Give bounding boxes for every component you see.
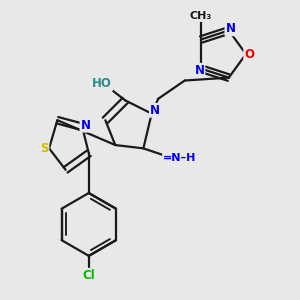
Text: Cl: Cl	[82, 269, 95, 282]
Text: CH₃: CH₃	[190, 11, 212, 21]
Text: N: N	[80, 119, 91, 132]
Text: HO: HO	[92, 77, 112, 90]
Text: O: O	[244, 48, 254, 61]
Text: N: N	[150, 104, 160, 117]
Text: S: S	[40, 142, 48, 155]
Text: N: N	[194, 64, 204, 77]
Text: =N–H: =N–H	[163, 153, 196, 163]
Text: N: N	[226, 22, 236, 35]
